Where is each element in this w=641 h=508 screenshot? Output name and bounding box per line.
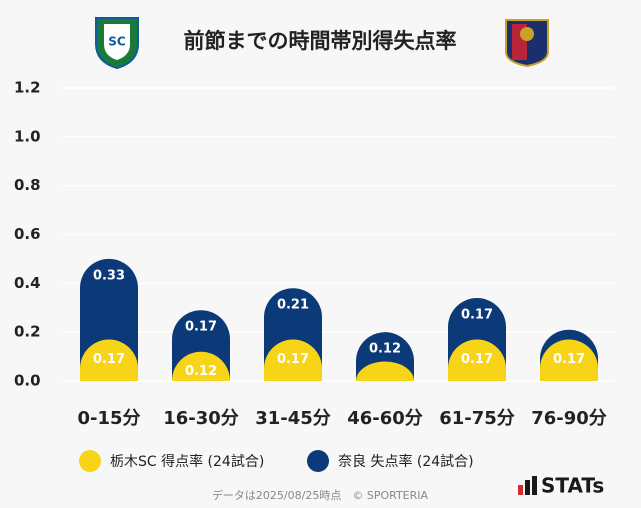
- legend-label: 奈良 失点率 (24試合): [338, 453, 474, 470]
- bar-segment: [356, 361, 414, 381]
- bar-segment: [80, 339, 138, 381]
- value-label: 0.17: [277, 352, 309, 367]
- svg-text:SC: SC: [108, 35, 126, 49]
- y-tick-label: 0.4: [14, 274, 41, 292]
- brand-logo: STATs: [518, 474, 604, 498]
- chart-title: 前節までの時間帯別得失点率: [184, 29, 457, 53]
- value-label: 0.33: [93, 268, 125, 283]
- brand: STATs: [541, 474, 604, 498]
- x-tick-label: 31-45分: [255, 408, 331, 429]
- y-tick-label: 0.6: [14, 225, 41, 243]
- y-tick-label: 0.2: [14, 323, 41, 341]
- away-logo: [505, 19, 549, 68]
- value-label: 0.17: [461, 352, 493, 367]
- bar-segment: [448, 339, 506, 381]
- x-tick-label: 61-75分: [439, 408, 515, 429]
- x-tick-label: 76-90分: [531, 408, 607, 429]
- value-label: 0.17: [461, 307, 493, 322]
- value-label: 0.17: [553, 352, 585, 367]
- x-tick-label: 46-60分: [347, 408, 423, 429]
- x-tick-label: 0-15分: [77, 408, 140, 429]
- home-logo: SC: [95, 17, 139, 70]
- value-label: 0.12: [369, 342, 401, 357]
- legend-marker: [307, 450, 329, 472]
- y-tick-label: 0.8: [14, 176, 41, 194]
- x-tick-label: 16-30分: [163, 408, 239, 429]
- value-label: 0.12: [185, 364, 217, 379]
- footer: データは2025/08/25時点 © SPORTERIA: [212, 488, 429, 502]
- y-tick-label: 1.0: [14, 127, 41, 145]
- y-tick-label: 1.2: [14, 79, 41, 97]
- value-label: 0.21: [277, 298, 309, 313]
- bar-segment: [172, 351, 230, 381]
- value-label: 0.17: [93, 352, 125, 367]
- legend-label: 栃木SC 得点率 (24試合): [110, 453, 264, 470]
- bar-segment: [264, 339, 322, 381]
- bar-segment: [540, 339, 598, 381]
- value-label: 0.17: [185, 320, 217, 335]
- legend-marker: [79, 450, 101, 472]
- y-tick-label: 0.0: [14, 372, 41, 390]
